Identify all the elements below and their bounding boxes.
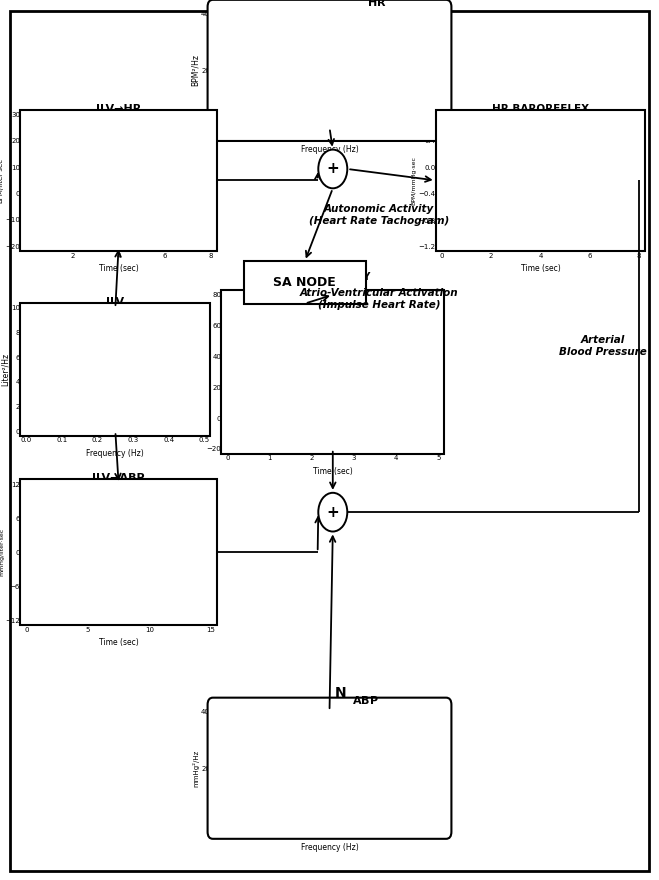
- Title: HR BAROREFLEX: HR BAROREFLEX: [492, 104, 589, 114]
- Text: SA NODE: SA NODE: [273, 276, 336, 289]
- Text: $\mathbf{N}$: $\mathbf{N}$: [334, 686, 347, 700]
- Y-axis label: BPM/liter·sec: BPM/liter·sec: [0, 158, 4, 203]
- Text: $\mathbf{HR}$: $\mathbf{HR}$: [368, 0, 387, 8]
- X-axis label: Time (sec): Time (sec): [99, 264, 138, 273]
- X-axis label: Frequency (Hz): Frequency (Hz): [301, 145, 358, 154]
- Y-axis label: mmHg²/Hz: mmHg²/Hz: [192, 750, 200, 787]
- Y-axis label: BPM/mmHg·sec: BPM/mmHg·sec: [412, 156, 416, 205]
- Title: CIRCULATORY
MECHANICS: CIRCULATORY MECHANICS: [295, 273, 370, 294]
- X-axis label: Frequency (Hz): Frequency (Hz): [86, 449, 144, 458]
- Y-axis label: BPM²/Hz: BPM²/Hz: [190, 55, 200, 86]
- Text: Arterial
Blood Pressure: Arterial Blood Pressure: [559, 335, 647, 357]
- Text: +: +: [326, 504, 339, 520]
- Text: +: +: [326, 161, 339, 177]
- X-axis label: Time (sec): Time (sec): [99, 638, 138, 647]
- Y-axis label: mmHg: mmHg: [196, 359, 205, 385]
- X-axis label: Time (sec): Time (sec): [521, 264, 560, 273]
- Circle shape: [318, 150, 347, 188]
- Title: ILV: ILV: [106, 297, 125, 307]
- Title: ILV→ABP: ILV→ABP: [92, 473, 145, 483]
- Text: $\mathbf{ABP}$: $\mathbf{ABP}$: [353, 693, 379, 706]
- Text: $\mathbf{N}$: $\mathbf{N}$: [349, 0, 362, 3]
- Title: ILV→HR: ILV→HR: [96, 104, 141, 114]
- X-axis label: Time (sec): Time (sec): [313, 466, 353, 475]
- Text: Atrio-Ventricular Activation
(Impulse Heart Rate): Atrio-Ventricular Activation (Impulse He…: [300, 289, 458, 310]
- Text: Autonomic Activity
(Heart Rate Tachogram): Autonomic Activity (Heart Rate Tachogram…: [309, 204, 449, 226]
- Y-axis label: mmHg/liter·sec: mmHg/liter·sec: [0, 528, 4, 576]
- X-axis label: Frequency (Hz): Frequency (Hz): [301, 843, 358, 852]
- Y-axis label: Liter²/Hz: Liter²/Hz: [1, 353, 10, 386]
- Circle shape: [318, 493, 347, 532]
